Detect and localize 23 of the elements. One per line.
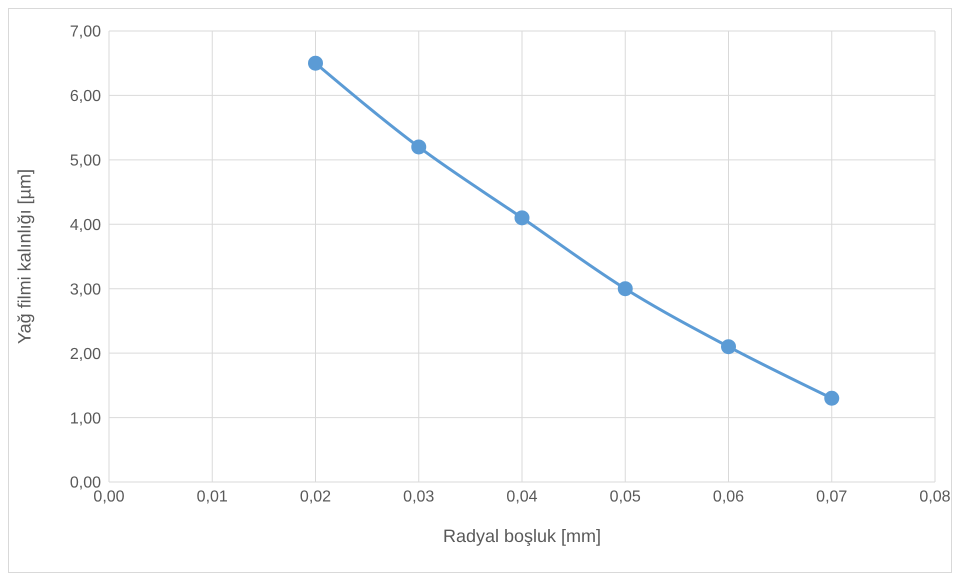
point [721,339,736,354]
x-tick-label: 0,07 [816,488,848,506]
point [308,56,323,71]
point [618,281,633,296]
point [411,139,426,154]
x-tick-label: 0,05 [610,488,641,506]
x-tick-label: 0,02 [300,488,332,506]
y-tick-label: 4,00 [70,216,102,234]
point [514,210,530,226]
y-axis-title: Yağ filmi kalınlığı [µm] [14,168,34,344]
y-tick-label: 7,00 [70,24,102,41]
y-tick-label: 1,00 [70,410,102,428]
y-tick-label: 5,00 [70,152,102,170]
y-tick-label: 2,00 [70,346,102,363]
x-tick-label: 0,01 [196,488,228,506]
x-axis-title: Radyal boşluk [mm] [442,526,602,546]
x-tick-label: 0,04 [506,488,538,506]
x-tick-label: 0,03 [403,488,434,506]
y-tick-label: 6,00 [70,88,102,106]
x-tick-label: 0,06 [712,488,744,506]
y-tick-label: 3,00 [70,281,102,298]
point [824,390,840,406]
x-tick-label: 0,08 [919,488,951,506]
